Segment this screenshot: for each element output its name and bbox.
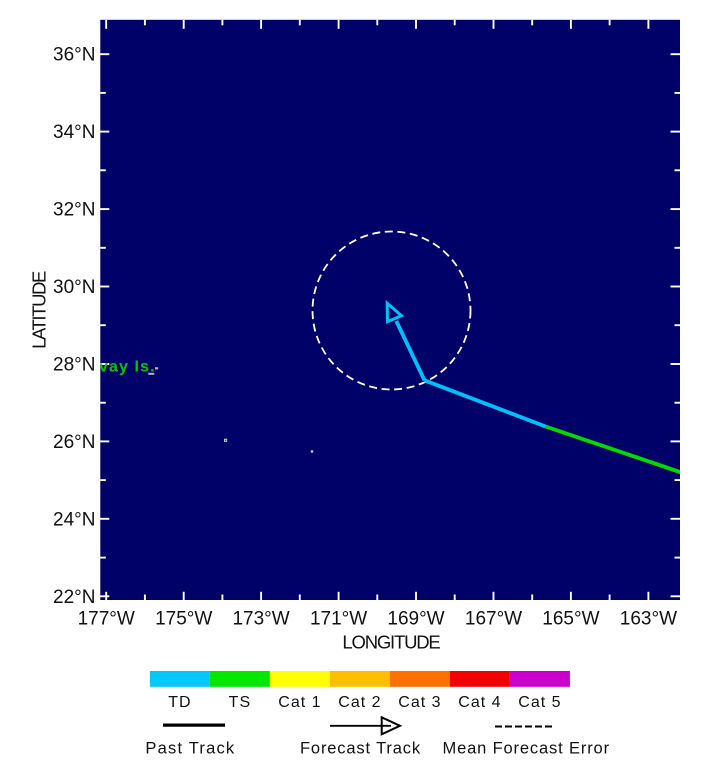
svg-text:26°N: 26°N	[53, 432, 95, 453]
svg-text:34°N: 34°N	[53, 122, 95, 143]
svg-text:177°W: 177°W	[78, 609, 135, 630]
svg-text:169°W: 169°W	[387, 609, 444, 630]
svg-text:167°W: 167°W	[465, 609, 522, 630]
svg-text:175°W: 175°W	[155, 609, 212, 630]
svg-text:28°N: 28°N	[53, 355, 95, 376]
svg-text:TD: TD	[168, 694, 191, 711]
svg-text:Cat 4: Cat 4	[458, 694, 501, 711]
svg-text:Cat 2: Cat 2	[338, 694, 381, 711]
svg-text:Cat 1: Cat 1	[278, 694, 321, 711]
svg-text:163°W: 163°W	[620, 609, 677, 630]
svg-text:24°N: 24°N	[53, 509, 95, 530]
svg-text:LATITUDE: LATITUDE	[29, 271, 50, 349]
svg-text:TS: TS	[229, 694, 251, 711]
svg-text:LONGITUDE: LONGITUDE	[342, 631, 440, 652]
svg-text:30°N: 30°N	[53, 277, 95, 298]
svg-text:22°N: 22°N	[53, 587, 95, 608]
svg-text:165°W: 165°W	[542, 609, 599, 630]
svg-text:Past Track: Past Track	[145, 740, 235, 758]
svg-text:Cat 3: Cat 3	[398, 694, 441, 711]
svg-text:Forecast Track: Forecast Track	[300, 740, 421, 758]
svg-text:173°W: 173°W	[232, 609, 289, 630]
svg-text:36°N: 36°N	[53, 45, 95, 66]
svg-text:Cat 5: Cat 5	[518, 694, 561, 711]
svg-text:32°N: 32°N	[53, 200, 95, 221]
svg-text:Mean Forecast Error: Mean Forecast Error	[442, 740, 609, 758]
svg-text:171°W: 171°W	[310, 609, 367, 630]
svg-text:vay Is.: vay Is.	[99, 358, 156, 375]
